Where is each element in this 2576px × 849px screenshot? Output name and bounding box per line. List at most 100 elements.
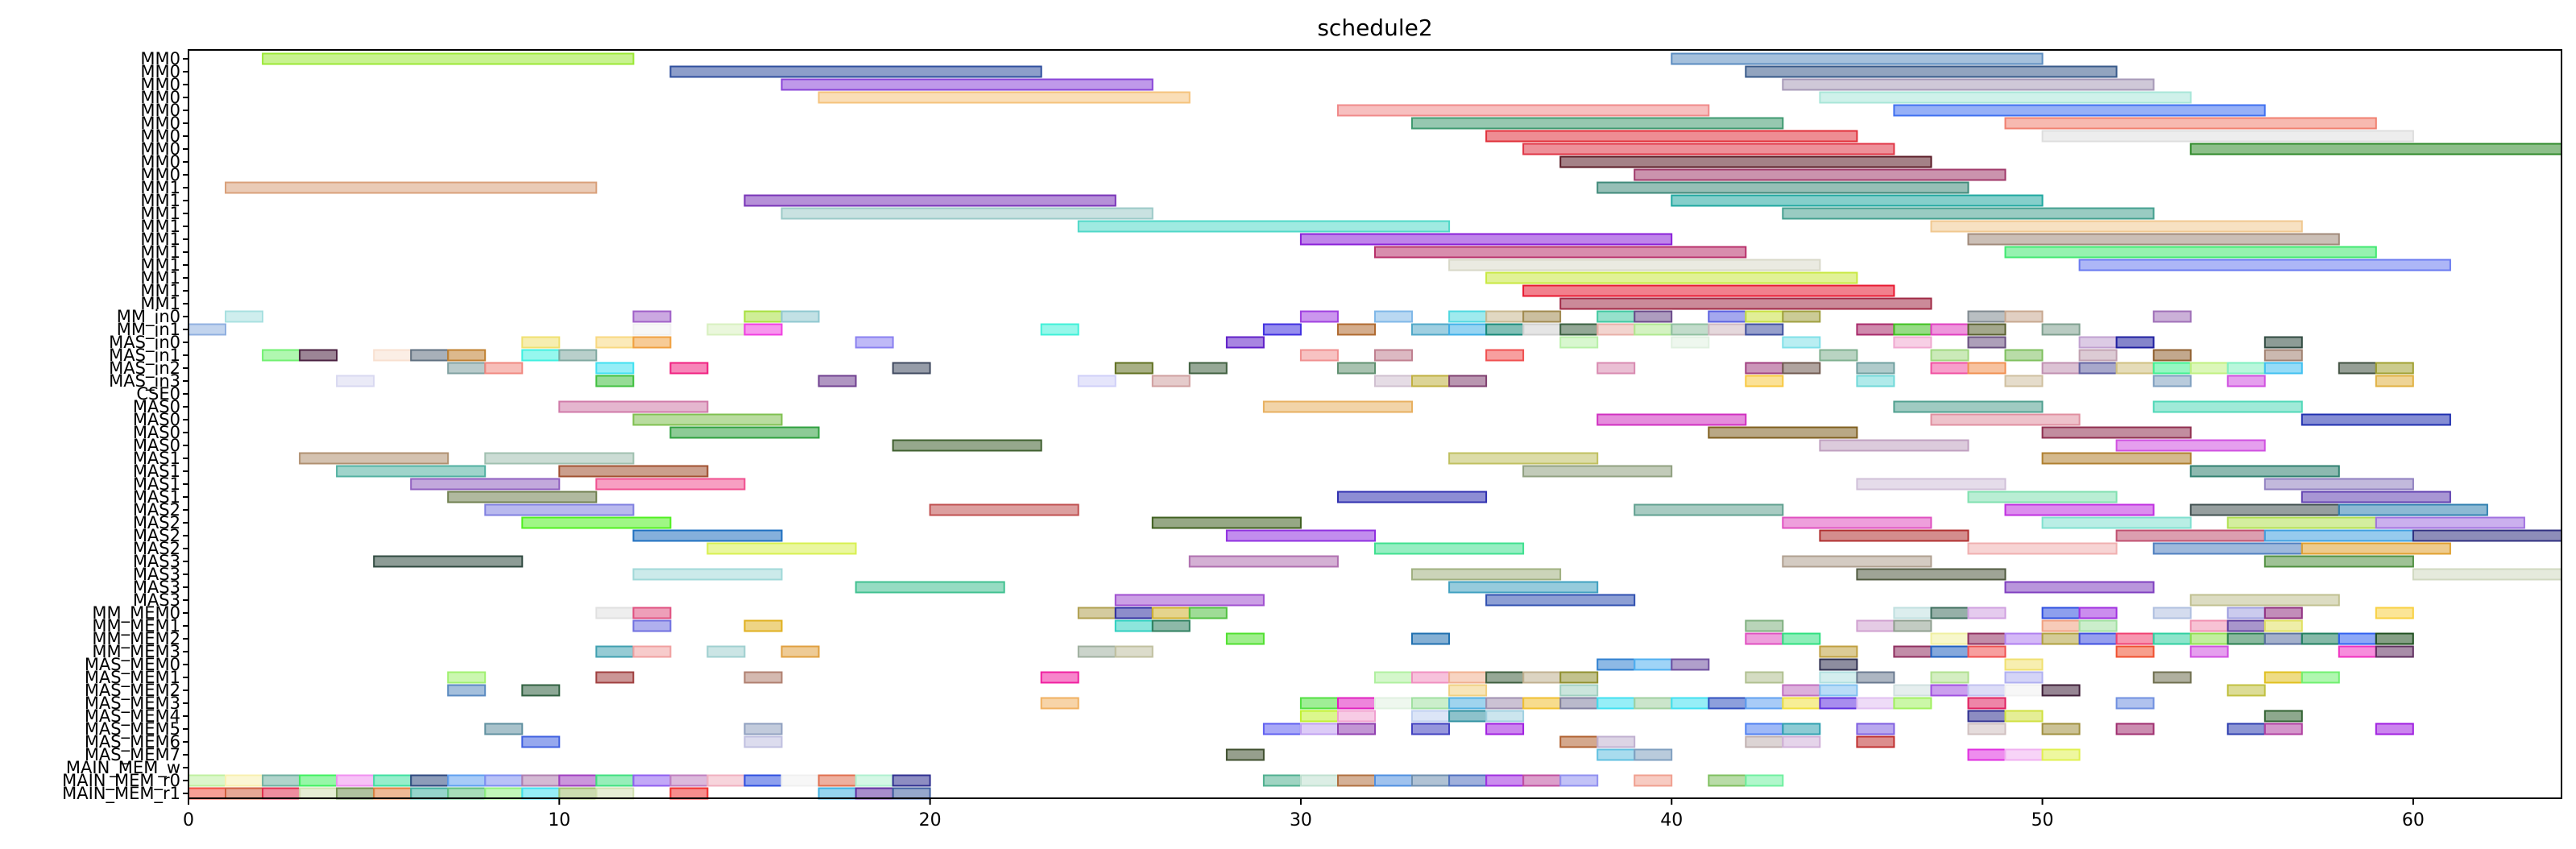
schedule-bar — [1299, 710, 1339, 723]
schedule-bar — [262, 774, 301, 787]
schedule-bar — [1337, 723, 1376, 735]
schedule-bar — [2263, 671, 2303, 684]
schedule-bar — [1967, 632, 2007, 645]
schedule-bar — [1708, 774, 1747, 787]
schedule-bar — [1522, 465, 1673, 478]
schedule-bar — [1634, 168, 2007, 181]
schedule-bar — [1930, 362, 1969, 375]
schedule-bar — [2189, 503, 2340, 516]
schedule-bar — [373, 787, 412, 800]
schedule-bar — [299, 774, 338, 787]
schedule-bar — [1597, 323, 1636, 336]
schedule-bar — [632, 323, 672, 336]
schedule-bar — [1893, 336, 1932, 349]
y-tick-label: MM_in0 — [117, 307, 180, 327]
schedule-bar — [1930, 349, 1969, 362]
schedule-bar — [2226, 375, 2266, 387]
y-tick-label: MAS1 — [133, 487, 180, 507]
schedule-bar — [1967, 233, 2340, 246]
schedule-bar — [1040, 671, 1079, 684]
schedule-bar — [1299, 349, 1339, 362]
x-tick-label: 50 — [2031, 810, 2054, 830]
schedule-bar — [2004, 658, 2044, 671]
bars-layer — [188, 52, 2562, 800]
schedule-bar — [1708, 323, 1747, 336]
schedule-bar — [2226, 684, 2266, 697]
schedule-bar — [1782, 310, 1821, 323]
y-tick-label: MAIN_MEM_r1 — [62, 784, 180, 804]
schedule-bar — [1374, 310, 1413, 323]
y-tick-label: MAS0 — [133, 423, 180, 442]
schedule-bar — [1299, 233, 1673, 246]
schedule-bar — [1782, 735, 1821, 748]
schedule-bar — [632, 645, 672, 658]
schedule-bar — [1559, 155, 1932, 168]
schedule-bar — [1745, 362, 1784, 375]
schedule-bar — [2004, 117, 2377, 130]
schedule-bar — [1522, 284, 1895, 297]
schedule-bar — [2189, 632, 2229, 645]
schedule-bar — [484, 362, 524, 375]
schedule-bar — [188, 787, 226, 800]
schedule-bar — [1114, 362, 1153, 375]
schedule-bar — [1856, 323, 1895, 336]
y-tick-label: MAS_in1 — [109, 346, 180, 366]
schedule-bar — [1930, 607, 1969, 619]
schedule-bar — [2041, 607, 2081, 619]
y-tick-label: MM1 — [140, 281, 180, 300]
schedule-bar — [1151, 607, 1191, 619]
schedule-bar — [2078, 259, 2451, 271]
schedule-bar — [1559, 684, 1599, 697]
y-tick-label: MAIN_MEM_w — [66, 758, 180, 778]
schedule-bar — [781, 78, 1153, 91]
schedule-bar — [1411, 697, 1450, 710]
schedule-bar — [1077, 220, 1451, 233]
schedule-bar — [2226, 516, 2377, 529]
schedule-bar — [1893, 684, 1932, 697]
schedule-bar — [743, 310, 783, 323]
schedule-bar — [1930, 413, 2081, 426]
schedule-bar — [1745, 723, 1784, 735]
schedule-bar — [855, 787, 894, 800]
schedule-bar — [1374, 375, 1413, 387]
schedule-bar — [1967, 323, 2007, 336]
schedule-bar — [558, 465, 709, 478]
schedule-bar — [2263, 607, 2303, 619]
schedule-bar — [632, 413, 783, 426]
schedule-bar — [2263, 349, 2303, 362]
schedule-bar — [743, 774, 783, 787]
y-tick-label: MAS_in2 — [109, 358, 180, 379]
y-tick-label: MM0 — [140, 62, 180, 81]
schedule-bar — [558, 400, 709, 413]
schedule-bar — [1559, 697, 1599, 710]
schedule-bar — [1448, 581, 1599, 594]
schedule-bar — [1522, 323, 1562, 336]
schedule-bar — [1967, 697, 2007, 710]
x-tick-label: 30 — [1290, 810, 1312, 830]
schedule-bar — [1819, 697, 1858, 710]
y-tick-label: MM1 — [140, 204, 180, 223]
schedule-bar — [2412, 529, 2562, 542]
schedule-bar — [1151, 619, 1191, 632]
schedule-bar — [558, 349, 598, 362]
schedule-bar — [2263, 710, 2303, 723]
schedule-bar — [2152, 632, 2192, 645]
schedule-bar — [781, 310, 820, 323]
schedule-bar — [1782, 697, 1821, 710]
schedule-bar — [1485, 271, 1858, 284]
schedule-bar — [2078, 336, 2118, 349]
schedule-bar — [2152, 310, 2192, 323]
y-tick-label: MM1 — [140, 191, 180, 210]
schedule-bar — [2226, 619, 2266, 632]
schedule-bar — [1671, 194, 2044, 207]
schedule-bar — [1485, 774, 1525, 787]
schedule-bar — [225, 774, 263, 787]
schedule-bar — [669, 774, 709, 787]
schedule-bar — [2041, 748, 2081, 761]
schedule-bar — [1745, 65, 2118, 78]
x-tick-label: 20 — [919, 810, 942, 830]
schedule-bar — [1337, 774, 1376, 787]
schedule-bar — [892, 362, 931, 375]
schedule-bar — [1819, 645, 1858, 658]
schedule-bar — [2004, 748, 2044, 761]
